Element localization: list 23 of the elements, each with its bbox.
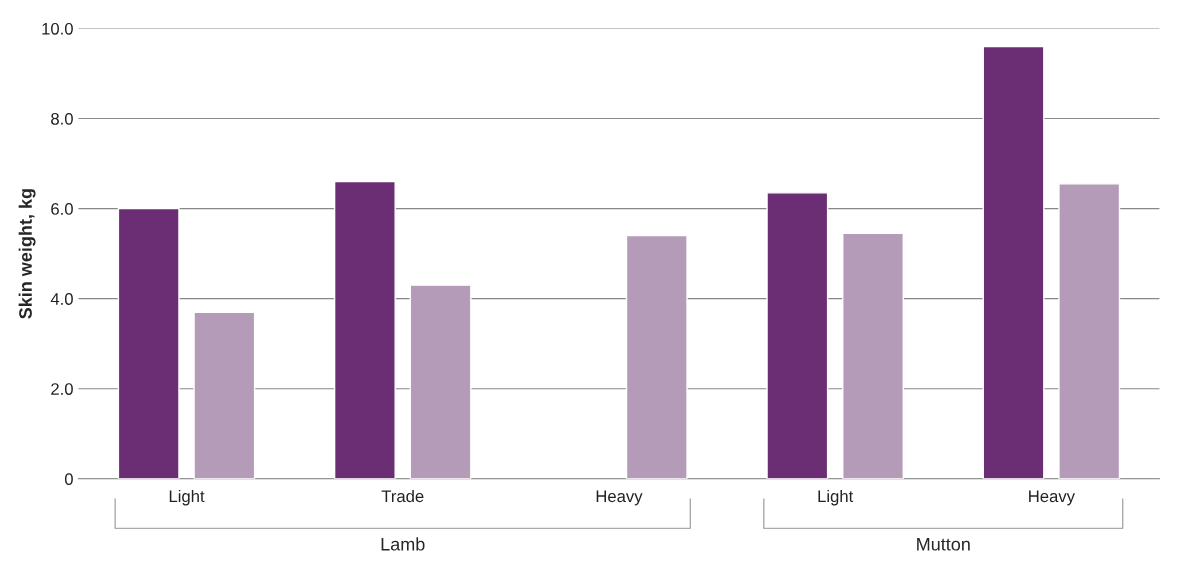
y-tick-label: 2.0 xyxy=(51,383,73,395)
y-tick-label: 10.0 xyxy=(42,22,73,35)
y-tick-label: 8.0 xyxy=(51,112,73,125)
text: Mutton xyxy=(917,538,970,551)
bar xyxy=(625,234,688,479)
bar xyxy=(842,232,904,479)
bar xyxy=(766,192,829,479)
x-tick-label: Heavy xyxy=(1029,490,1075,506)
bar xyxy=(982,45,1045,479)
text: Lamb xyxy=(381,537,425,551)
y-tick-label: 6.0 xyxy=(51,203,73,215)
bar xyxy=(1058,183,1121,479)
bar xyxy=(333,180,396,479)
x-tick-label: Trade xyxy=(381,489,424,503)
y-tick-label: 0 xyxy=(64,473,73,485)
y-axis-title: Skin weight, kg xyxy=(18,189,36,319)
bar xyxy=(193,311,256,479)
bar xyxy=(117,207,180,479)
bar xyxy=(409,284,472,479)
y-tick-label: 4.0 xyxy=(50,293,73,305)
x-tick-label: Light xyxy=(169,489,205,506)
x-tick-label: Heavy xyxy=(596,490,643,506)
x-tick-label: Light xyxy=(818,489,854,506)
